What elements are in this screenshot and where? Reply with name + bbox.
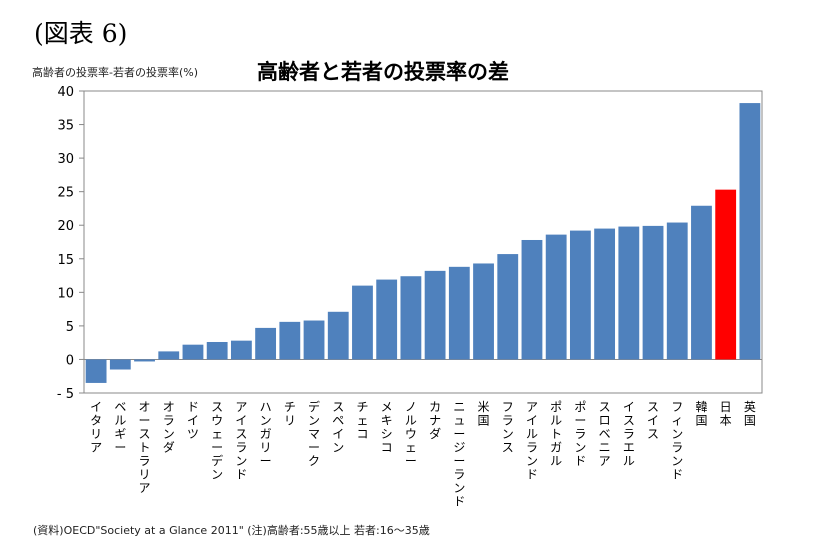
y-axis: - 5 0 5 10 15 20 25 30 35 40 bbox=[57, 85, 84, 402]
category-label: スロベニア bbox=[599, 400, 611, 468]
bar-16 bbox=[473, 263, 494, 360]
bar-7 bbox=[255, 327, 277, 360]
bar-11 bbox=[352, 285, 373, 360]
y-tick-label: 35 bbox=[57, 119, 74, 134]
bar-20 bbox=[569, 230, 591, 360]
bar-0 bbox=[85, 359, 107, 383]
y-tick-label: 5 bbox=[66, 320, 74, 335]
category-label: 日本 bbox=[720, 400, 732, 428]
bar-22 bbox=[618, 226, 640, 360]
y-tick-label: 20 bbox=[57, 219, 74, 234]
source-note: (資料)OECD"Society at a Glance 2011" (注)高齢… bbox=[33, 524, 430, 537]
bar-12 bbox=[376, 279, 398, 360]
bar-24 bbox=[666, 222, 688, 360]
category-label: メキシコ bbox=[381, 400, 393, 455]
bar-23 bbox=[642, 225, 664, 360]
category-labels: イタリアベルギーオーストラリアオランダドイツスウェーデンアイスランドハンガリーチ… bbox=[90, 399, 756, 509]
category-label: オランダ bbox=[163, 400, 175, 455]
bar-3 bbox=[158, 351, 180, 360]
category-label: チリ bbox=[284, 400, 296, 428]
category-label: ポーランド bbox=[574, 400, 586, 468]
y-tick-label: 25 bbox=[57, 186, 74, 201]
category-label: ポルトガル bbox=[550, 400, 562, 468]
bar-13 bbox=[400, 276, 422, 360]
category-label: オーストラリア bbox=[139, 400, 151, 495]
category-label: フィンランド bbox=[671, 400, 683, 482]
bar-14 bbox=[424, 270, 446, 360]
y-tick-label: 30 bbox=[57, 152, 74, 167]
category-label: アイスランド bbox=[235, 400, 247, 482]
category-label: フランス bbox=[502, 400, 514, 455]
bar-2 bbox=[134, 359, 155, 362]
bar-21 bbox=[594, 228, 616, 360]
category-label: アイルランド bbox=[526, 400, 538, 482]
y-tick-label: 15 bbox=[57, 253, 74, 268]
category-label: チェコ bbox=[356, 400, 368, 441]
y-tick-label: - 5 bbox=[57, 387, 74, 402]
bar-26 bbox=[715, 189, 737, 360]
category-label: ドイツ bbox=[187, 400, 199, 441]
bars bbox=[85, 103, 761, 383]
category-label: 米国 bbox=[478, 400, 490, 428]
bar-15 bbox=[448, 266, 470, 360]
bar-5 bbox=[206, 341, 228, 360]
category-label: イスラエル bbox=[623, 400, 635, 468]
bar-6 bbox=[230, 340, 252, 360]
category-label: ニュージーランド bbox=[453, 400, 465, 509]
plot-area bbox=[83, 90, 763, 394]
bar-10 bbox=[327, 311, 349, 360]
category-label: ノルウェー bbox=[405, 400, 417, 468]
bar-9 bbox=[303, 320, 325, 360]
category-label: スイス bbox=[647, 400, 659, 441]
category-label: スウェーデン bbox=[211, 400, 223, 482]
bar-27 bbox=[739, 103, 761, 360]
category-label: ベルギー bbox=[114, 400, 126, 455]
chart-title: 高齢者と若者の投票率の差 bbox=[257, 60, 509, 84]
y-tick-label: 0 bbox=[66, 353, 74, 368]
category-label: イタリア bbox=[90, 400, 102, 455]
figure-label: (図表 6) bbox=[34, 19, 128, 48]
bar-18 bbox=[521, 239, 543, 360]
category-label: カナダ bbox=[429, 400, 441, 441]
bar-4 bbox=[182, 344, 204, 360]
category-label: 英国 bbox=[744, 400, 756, 428]
bar-17 bbox=[497, 254, 519, 360]
category-label: ハンガリー bbox=[260, 400, 272, 468]
bar-8 bbox=[279, 321, 301, 360]
y-tick-label: 10 bbox=[57, 286, 74, 301]
category-label: デンマーク bbox=[308, 399, 320, 468]
y-tick-label: 40 bbox=[57, 85, 74, 100]
bar-1 bbox=[109, 359, 131, 370]
category-label: スペイン bbox=[332, 400, 344, 455]
bar-19 bbox=[545, 234, 567, 360]
bar-25 bbox=[691, 205, 712, 360]
category-label: 韓国 bbox=[695, 400, 707, 428]
y-axis-label: 高齢者の投票率-若者の投票率(%) bbox=[32, 66, 199, 79]
